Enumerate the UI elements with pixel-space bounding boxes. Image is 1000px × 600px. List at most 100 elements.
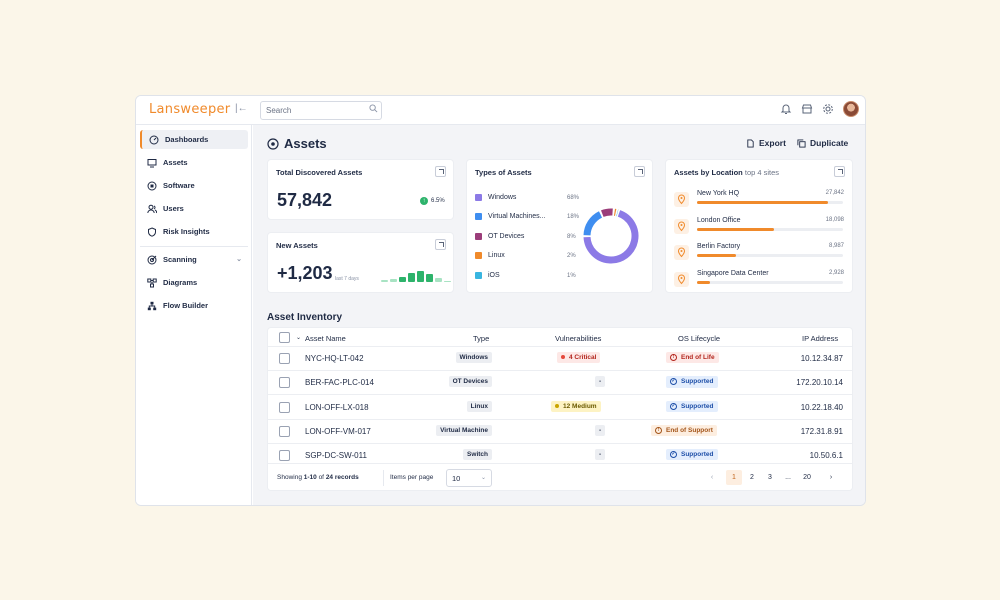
sidebar-item-scanning[interactable]: Scanning ⌄: [140, 250, 248, 269]
next-page-button[interactable]: ›: [829, 474, 833, 481]
top-icons: [780, 101, 859, 117]
search-input[interactable]: Search: [260, 101, 382, 120]
asset-name[interactable]: LON-OFF-VM-017: [305, 426, 371, 436]
open-card-icon[interactable]: [435, 166, 446, 177]
type-row-linux: Linux 2%: [475, 252, 576, 259]
os-lifecycle-badge: ✓ Supported: [666, 400, 718, 412]
gear-icon[interactable]: [822, 103, 834, 115]
location-row: New York HQ 27,842: [674, 190, 844, 210]
row-checkbox[interactable]: [279, 353, 290, 364]
vulnerability-badge: 12 Medium: [551, 400, 601, 412]
scan-icon: [147, 255, 157, 264]
sort-chevron-icon[interactable]: ⌄: [296, 335, 302, 341]
location-name: London Office: [697, 216, 741, 224]
sidebar-item-risk-insights[interactable]: Risk Insights: [140, 222, 248, 241]
location-bar-track: [697, 254, 843, 257]
ip-address: 172.20.10.14: [796, 378, 843, 388]
legend-swatch: [475, 194, 482, 201]
row-checkbox[interactable]: [279, 450, 290, 462]
open-card-icon[interactable]: [435, 239, 446, 250]
export-icon: [747, 138, 754, 148]
showing-prefix: Showing: [277, 474, 304, 481]
footer-divider: [383, 470, 384, 486]
table-row[interactable]: LON-OFF-VM-017 Virtual Machine -! End of Su…: [268, 420, 852, 444]
sparkline-bar: [408, 273, 415, 282]
sidebar-item-assets[interactable]: Assets: [140, 153, 248, 172]
sidebar-item-diagrams[interactable]: Diagrams: [140, 273, 248, 292]
asset-type-badge: Windows: [455, 352, 492, 363]
sidebar-item-dashboards[interactable]: Dashboards: [140, 130, 248, 149]
software-icon: [147, 181, 157, 190]
page-ellipsis: ...: [785, 474, 791, 481]
location-bar-track: [697, 280, 843, 284]
prev-page-button[interactable]: ‹: [710, 474, 714, 481]
users-icon: [147, 204, 157, 213]
asset-name[interactable]: SGP-DC-SW-011: [305, 451, 367, 461]
vulnerability-badge: -: [595, 424, 606, 436]
col-asset-name[interactable]: Asset Name: [305, 334, 346, 343]
asset-name[interactable]: LON-OFF-LX-018: [305, 402, 369, 412]
collapse-sidebar-icon[interactable]: |←: [235, 103, 248, 114]
warning-icon: !: [670, 354, 677, 361]
col-vulnerabilities[interactable]: Vulnerabilities: [555, 334, 602, 343]
asset-name[interactable]: NYC-HQ-LT-042: [305, 354, 364, 363]
new-assets-value: +1,203: [277, 263, 333, 283]
donut-slice: [600, 208, 613, 217]
page-2-button[interactable]: 2: [750, 474, 754, 481]
avatar[interactable]: [843, 101, 859, 117]
store-icon[interactable]: [801, 103, 813, 115]
os-lifecycle-text: End of Life: [681, 354, 715, 362]
monitor-icon: [147, 158, 157, 167]
open-card-icon[interactable]: [634, 166, 645, 177]
bell-icon[interactable]: [780, 103, 792, 115]
app-window: Lansweeper |← Search Dashboards Assets S…: [135, 95, 866, 506]
os-lifecycle-badge: ✓ Supported: [666, 449, 718, 461]
location-name: Berlin Factory: [697, 243, 741, 250]
map-pin-icon: [674, 245, 689, 260]
asset-type-badge: Linux: [466, 400, 492, 412]
sparkline-bar: [435, 277, 442, 282]
sidebar-item-label: Dashboards: [165, 135, 209, 144]
duplicate-button[interactable]: Duplicate: [797, 138, 848, 148]
type-row-ios: iOS 1%: [475, 272, 576, 279]
location-bar-fill: [697, 201, 829, 204]
location-value: 18,098: [825, 216, 844, 223]
items-per-page-label: Items per page: [390, 474, 434, 481]
status-dot: [555, 403, 559, 408]
page-3-button[interactable]: 3: [768, 474, 772, 481]
sparkline-bar: [390, 278, 397, 282]
asset-name[interactable]: BER-FAC-PLC-014: [305, 378, 374, 388]
vulnerability-badge: 4 Critical: [557, 352, 601, 363]
sidebar-divider: [140, 246, 248, 247]
map-pin-icon: [674, 192, 689, 207]
table-row[interactable]: NYC-HQ-LT-042 Windows 4 Critical! End of Li…: [268, 347, 852, 371]
col-type[interactable]: Type: [473, 334, 490, 343]
page-1-button[interactable]: 1: [726, 470, 742, 485]
export-button[interactable]: Export: [746, 138, 786, 148]
location-value: 8,987: [828, 243, 844, 249]
page-20-button[interactable]: 20: [803, 474, 811, 481]
table-row[interactable]: LON-OFF-LX-018 Linux 12 Medium ✓ Supported 10…: [268, 396, 852, 420]
row-checkbox[interactable]: [279, 425, 290, 437]
card-title: Total Discovered Assets: [276, 168, 363, 177]
asset-type-badge: OT Devices: [448, 376, 492, 388]
location-name: Singapore Data Center: [697, 269, 769, 277]
os-lifecycle-text: Supported: [681, 378, 714, 386]
table-row[interactable]: BER-FAC-PLC-014 OT Devices - ✓ Supported 172.…: [268, 371, 852, 396]
location-row: Singapore Data Center 2,928: [674, 270, 844, 290]
items-per-page-select[interactable]: 10 ⌄: [446, 469, 492, 487]
sidebar-item-users[interactable]: Users: [140, 199, 248, 218]
type-label: Virtual Machines...: [488, 213, 546, 220]
sidebar-item-software[interactable]: Software: [140, 176, 248, 195]
col-os-lifecycle[interactable]: OS Lifecycle: [678, 334, 721, 343]
sidebar-item-flow-builder[interactable]: Flow Builder: [140, 296, 248, 315]
select-all-checkbox[interactable]: [279, 332, 290, 343]
row-checkbox[interactable]: [279, 401, 290, 413]
row-checkbox[interactable]: [279, 377, 290, 389]
legend-swatch: [475, 272, 482, 279]
new-assets-period: last 7 days: [335, 276, 359, 282]
col-ip-address[interactable]: IP Address: [802, 334, 839, 343]
sidebar-item-label: Flow Builder: [163, 301, 208, 310]
open-card-icon[interactable]: [834, 166, 845, 177]
card-title: New Assets: [276, 241, 318, 250]
